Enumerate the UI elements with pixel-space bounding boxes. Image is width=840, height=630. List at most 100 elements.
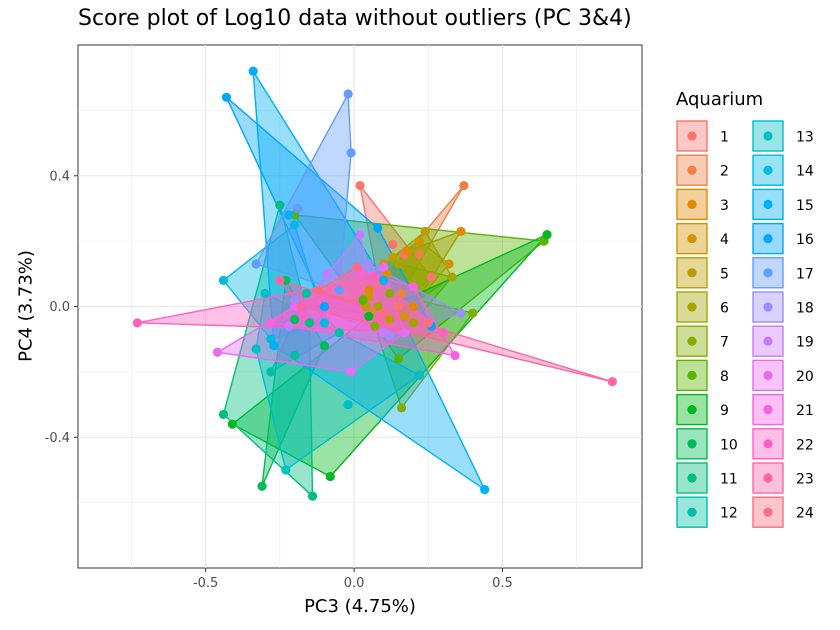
legend-key xyxy=(752,496,784,528)
point-aquarium-24 xyxy=(423,318,433,328)
legend-key xyxy=(752,154,784,186)
point-aquarium-5 xyxy=(420,226,430,236)
point-aquarium-7 xyxy=(385,288,395,299)
point-aquarium-13 xyxy=(281,465,291,475)
point-aquarium-11 xyxy=(218,409,229,419)
legend-key-point xyxy=(687,234,697,244)
legend-item-12: 12 xyxy=(676,496,738,528)
point-aquarium-8 xyxy=(358,295,368,305)
hull-aquarium-8 xyxy=(293,214,545,360)
axis-ticks: -0.5 0.0 0.5 -0.4 0.0 0.4 xyxy=(45,169,513,591)
legend-label: 1 xyxy=(720,130,729,146)
point-aquarium-23 xyxy=(296,301,306,312)
hull-aquarium-12 xyxy=(270,292,340,373)
legend-key xyxy=(752,393,784,426)
legend-item-18: 18 xyxy=(752,291,814,323)
point-aquarium-1 xyxy=(388,239,398,249)
point-aquarium-13 xyxy=(343,399,353,410)
point-aquarium-16 xyxy=(373,223,383,233)
point-aquarium-17 xyxy=(251,259,261,269)
legend-label: 8 xyxy=(720,369,729,385)
point-aquarium-6 xyxy=(373,301,383,312)
legend-item-17: 17 xyxy=(752,257,814,289)
point-aquarium-3 xyxy=(402,246,413,256)
point-aquarium-22 xyxy=(438,328,448,338)
legend-item-8: 8 xyxy=(676,359,729,392)
legend-key-point xyxy=(687,473,697,483)
legend-item-16: 16 xyxy=(752,222,814,255)
legend-key-point xyxy=(763,370,773,380)
legend-key-point xyxy=(763,405,773,415)
point-aquarium-10 xyxy=(257,481,267,491)
point-aquarium-15 xyxy=(269,341,279,351)
legend-label: 10 xyxy=(720,437,738,453)
point-aquarium-23 xyxy=(607,377,617,387)
point-aquarium-23 xyxy=(275,275,285,285)
legend-key-point xyxy=(763,234,773,244)
point-aquarium-14 xyxy=(290,220,300,230)
legend-label: 21 xyxy=(796,403,814,419)
point-aquarium-17 xyxy=(343,89,353,99)
legend-item-5: 5 xyxy=(676,257,729,289)
legend-item-13: 13 xyxy=(752,120,814,152)
legend-key-point xyxy=(763,268,773,278)
point-aquarium-2 xyxy=(459,180,469,191)
point-aquarium-8 xyxy=(393,354,404,364)
legend-key-point xyxy=(763,507,773,517)
point-aquarium-21 xyxy=(450,350,460,361)
point-aquarium-4 xyxy=(444,259,454,269)
y-tick-label: -0.4 xyxy=(45,431,70,446)
point-aquarium-17 xyxy=(334,285,344,295)
legend-key-point xyxy=(687,302,697,312)
point-aquarium-12 xyxy=(334,328,344,338)
legend-item-23: 23 xyxy=(752,462,814,494)
point-aquarium-24 xyxy=(379,308,389,318)
legend-label: 14 xyxy=(796,164,814,180)
point-aquarium-7 xyxy=(396,403,407,413)
legend-label: 7 xyxy=(720,335,729,351)
point-aquarium-7 xyxy=(370,321,380,331)
legend-item-3: 3 xyxy=(676,188,729,221)
legend-key-point xyxy=(687,405,697,415)
legend-label: 22 xyxy=(796,437,814,453)
legend-key-point xyxy=(763,165,773,175)
legend-label: 16 xyxy=(796,232,814,248)
x-tick-label: 0.5 xyxy=(492,576,513,591)
legend-item-2: 2 xyxy=(676,154,729,186)
point-aquarium-19 xyxy=(379,328,389,338)
point-aquarium-18 xyxy=(364,259,374,269)
point-aquarium-1 xyxy=(426,272,436,282)
point-aquarium-19 xyxy=(284,321,294,331)
point-aquarium-1 xyxy=(393,301,404,312)
point-aquarium-12 xyxy=(266,367,276,377)
legend-key-point xyxy=(763,336,773,346)
legend-key-point xyxy=(763,473,773,483)
point-aquarium-21 xyxy=(408,282,419,292)
chart-title: Score plot of Log10 data without outlier… xyxy=(78,6,632,31)
legend-key xyxy=(676,393,708,426)
legend-label: 3 xyxy=(720,198,729,214)
point-aquarium-18 xyxy=(290,295,300,305)
point-aquarium-18 xyxy=(456,308,466,318)
point-aquarium-15 xyxy=(284,210,294,220)
data-points xyxy=(132,66,617,501)
legend-key-point xyxy=(687,439,697,449)
point-aquarium-14 xyxy=(319,318,329,328)
point-aquarium-11 xyxy=(275,200,285,210)
point-aquarium-13 xyxy=(414,370,424,380)
legend-label: 6 xyxy=(720,301,729,317)
legend-item-7: 7 xyxy=(676,325,729,357)
point-aquarium-24 xyxy=(313,285,324,295)
point-aquarium-14 xyxy=(218,275,229,285)
point-aquarium-17 xyxy=(346,148,356,158)
legend-item-24: 24 xyxy=(752,496,814,528)
legend-item-11: 11 xyxy=(676,462,738,494)
point-aquarium-6 xyxy=(393,259,404,269)
legend-label: 13 xyxy=(796,130,814,146)
legend-label: 12 xyxy=(720,506,738,522)
legend-label: 20 xyxy=(796,369,814,385)
legend-label: 24 xyxy=(796,506,814,522)
legend-label: 4 xyxy=(720,232,729,248)
point-aquarium-21 xyxy=(266,318,276,328)
